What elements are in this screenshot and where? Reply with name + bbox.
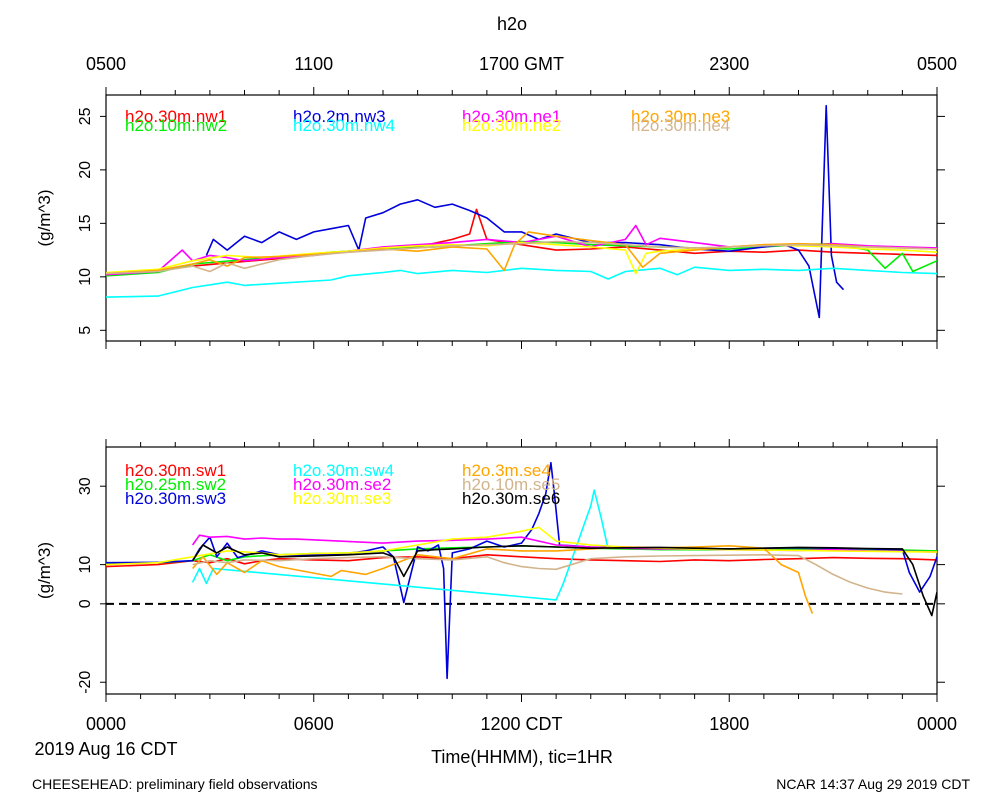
legend-entry-h2o.3m.se4: h2o.3m.se4	[462, 461, 551, 480]
top-tick-label: 0500	[86, 54, 126, 74]
legend-entry-h2o.30m.ne4: h2o.30m.ne4	[631, 116, 730, 135]
legend-entry-h2o.30m.se6: h2o.30m.se6	[462, 489, 560, 508]
series-line-h2o.10m.se5	[192, 553, 903, 595]
legend-entry-h2o.30m.ne3: h2o.30m.ne3	[631, 107, 730, 126]
y-tick-label: 0	[77, 599, 94, 608]
legend-entry-h2o.30m.sw3: h2o.30m.sw3	[125, 489, 226, 508]
legend-entry-h2o.30m.ne2: h2o.30m.ne2	[462, 116, 561, 135]
legend-entry-h2o.30m.sw4: h2o.30m.sw4	[293, 461, 394, 480]
series-line-h2o.30m.ne3	[106, 231, 937, 275]
top-tick-label: 2300	[709, 54, 749, 74]
series-group	[106, 461, 937, 680]
y-tick-label: 10	[77, 556, 94, 574]
legend-entry-h2o.25m.sw2: h2o.25m.sw2	[125, 475, 226, 494]
series-line-h2o.30m.ne4	[106, 240, 937, 275]
legend-entry-h2o.30m.ne1: h2o.30m.ne1	[462, 107, 561, 126]
bottom-tick-label: 0000	[917, 714, 957, 734]
y-tick-label: 20	[77, 161, 94, 179]
series-line-h2o.2m.nw3	[205, 104, 845, 319]
series-group	[106, 104, 937, 319]
bottom-axis-tick-labels: 0000 0600 1200 CDT 1800 0000	[86, 714, 957, 734]
y-tick-label: 5	[77, 326, 94, 335]
legend-entry-h2o.30m.se2: h2o.30m.se2	[293, 475, 391, 494]
lower-panel: -2001030(g/m^3)h2o.30m.sw1h2o.25m.sw2h2o…	[35, 439, 945, 702]
x-axis-label: Time(HHMM), tic=1HR	[431, 747, 613, 767]
chart-title: h2o	[497, 14, 527, 34]
bottom-tick-label: 1200 CDT	[480, 714, 562, 734]
legend-entry-h2o.30m.nw4: h2o.30m.nw4	[293, 116, 395, 135]
legend-entry-h2o.30m.nw1: h2o.30m.nw1	[125, 107, 227, 126]
legend-entry-h2o.10m.se5: h2o.10m.se5	[462, 475, 560, 494]
bottom-tick-label: 0000	[86, 714, 126, 734]
series-line-h2o.30m.ne1	[106, 224, 937, 276]
bottom-tick-label: 1800	[709, 714, 749, 734]
y-axis-label: (g/m^3)	[35, 542, 54, 599]
series-line-h2o.30m.se6	[191, 544, 937, 617]
top-tick-label: 1700 GMT	[479, 54, 564, 74]
top-tick-label: 0500	[917, 54, 957, 74]
y-tick-label: 10	[77, 268, 94, 286]
legend-entry-h2o.2m.nw3: h2o.2m.nw3	[293, 107, 386, 126]
top-tick-label: 1100	[294, 54, 333, 74]
y-tick-label: -20	[77, 671, 94, 694]
legend-entry-h2o.30m.sw1: h2o.30m.sw1	[125, 461, 226, 480]
top-axis-tick-labels: 0500 1100 1700 GMT 2300 0500	[86, 54, 957, 74]
date-label: 2019 Aug 16 CDT	[34, 739, 177, 759]
y-axis-label: (g/m^3)	[35, 189, 54, 246]
y-tick-label: 30	[77, 477, 94, 495]
series-line-h2o.30m.se2	[191, 534, 937, 553]
bottom-tick-label: 0600	[294, 714, 334, 734]
series-line-h2o.30m.nw4	[106, 266, 937, 298]
legend-entry-h2o.30m.se3: h2o.30m.se3	[293, 489, 391, 508]
footer-left: CHEESEHEAD: preliminary field observatio…	[32, 776, 318, 792]
y-tick-label: 15	[77, 214, 94, 232]
legend-entry-h2o.10m.nw2: h2o.10m.nw2	[125, 116, 227, 135]
y-tick-label: 25	[77, 107, 94, 125]
series-line-h2o.30m.sw1	[106, 553, 937, 568]
footer-right: NCAR 14:37 Aug 29 2019 CDT	[776, 776, 970, 792]
